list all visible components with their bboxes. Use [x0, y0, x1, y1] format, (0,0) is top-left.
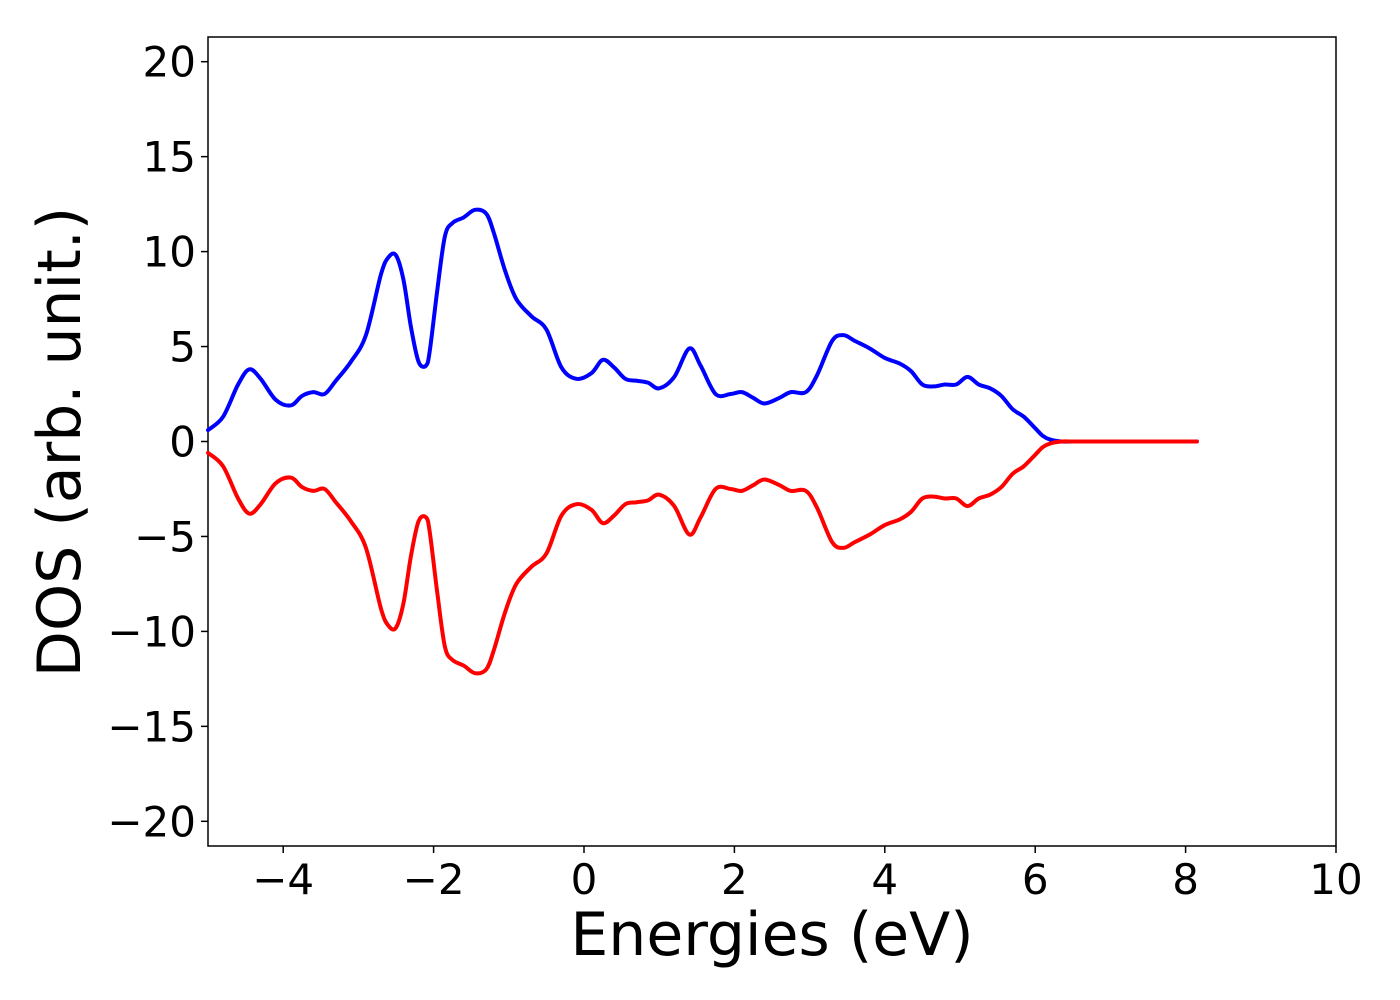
x-tick-label: −2: [403, 855, 465, 904]
x-tick-label: 0: [571, 855, 598, 904]
x-axis: −4 −2 0 2 4 6 8 10: [252, 846, 1363, 904]
x-axis-label: Energies (eV): [570, 900, 973, 970]
y-tick-label: −20: [107, 797, 196, 846]
y-tick-label: −5: [134, 512, 196, 561]
y-axis: 20 15 10 5 0 −5 −10 −15 −20: [107, 38, 208, 846]
y-axis-label: DOS (arb. unit.): [25, 207, 95, 677]
series-line-spin-down: [206, 439, 1199, 676]
x-tick-label: 10: [1309, 855, 1362, 904]
y-tick-label: 15: [143, 133, 196, 182]
x-tick-label: −4: [252, 855, 314, 904]
y-tick-label: −10: [107, 607, 196, 656]
x-tick-label: 6: [1022, 855, 1049, 904]
y-tick-label: −15: [107, 702, 196, 751]
y-tick-label: 0: [169, 418, 196, 467]
x-tick-label: 8: [1172, 855, 1199, 904]
y-tick-label: 10: [143, 228, 196, 277]
series-layer: [206, 207, 1199, 676]
y-tick-label: 5: [169, 323, 196, 372]
plot-area: [206, 36, 1337, 847]
series-line-spin-up: [206, 207, 1199, 444]
x-tick-label: 2: [721, 855, 748, 904]
x-tick-label: 4: [871, 855, 898, 904]
y-tick-label: 20: [143, 38, 196, 87]
